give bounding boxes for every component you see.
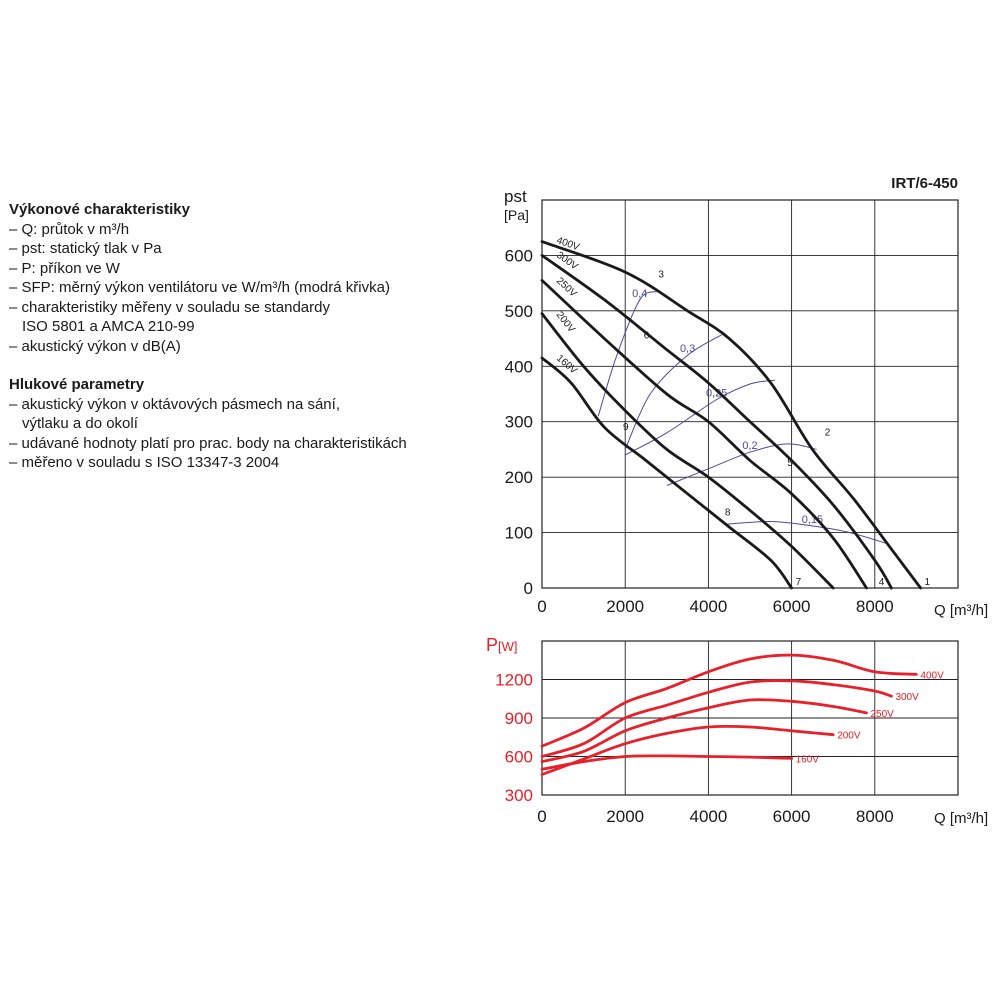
y-axis-unit: [W] [498, 639, 518, 654]
operating-point-label: 1 [925, 577, 931, 588]
x-tick-label: 8000 [856, 597, 894, 616]
power-curve-label: 300V [895, 692, 919, 703]
fan-curve [540, 240, 922, 590]
y-tick-label: 100 [505, 524, 533, 543]
power-curve [540, 653, 918, 748]
legend-notes: Výkonové charakteristiky – Q: průtok v m… [9, 200, 479, 473]
notes-item: – charakteristiky měřeny v souladu se st… [9, 298, 330, 316]
notes-item: – udávané hodnoty platí pro prac. body n… [9, 434, 407, 452]
x-tick-label: 4000 [689, 807, 727, 826]
y-axis-unit: [Pa] [504, 207, 529, 223]
notes-item: – SFP: měrný výkon ventilátoru ve W/m³/h… [9, 279, 390, 296]
notes-item: – měřeno v souladu s ISO 13347-3 2004 [9, 454, 280, 471]
x-tick-label: 6000 [773, 597, 811, 616]
operating-point-label: 5 [787, 458, 793, 469]
fan-curve [540, 356, 793, 590]
y-tick-label: 300 [505, 413, 533, 432]
chart-title: IRT/6-450 [891, 175, 958, 192]
x-tick-label: 0 [537, 597, 546, 616]
notes-section1-title: Výkonové charakteristiky [9, 201, 190, 218]
x-axis-label: Q [m³/h] [934, 810, 988, 827]
x-tick-label: 2000 [606, 597, 644, 616]
notes-item: – Q: průtok v m³/h [9, 220, 130, 238]
fan-curve [540, 312, 835, 590]
y-tick-label: 0 [524, 579, 533, 598]
y-tick-label: 400 [505, 357, 533, 376]
power-chart: 0 2000 4000 6000 8000 300 600 900 1200 P [W] Q [m³/… [486, 635, 988, 827]
x-tick-label: 0 [537, 807, 546, 826]
sfp-label: 0,4 [632, 288, 647, 300]
operating-point-label: 2 [825, 427, 831, 438]
fan-curve [540, 279, 868, 590]
sfp-curve [624, 332, 726, 450]
power-curve-label: 200V [837, 731, 861, 742]
sfp-label: 0,3 [680, 343, 695, 355]
plot-frame [541, 199, 959, 589]
power-curve [540, 698, 868, 763]
operating-point-label: 6 [644, 330, 650, 341]
notes-item: – akustický výkon v oktávových pásmech n… [9, 395, 340, 413]
operating-point-label: 8 [725, 508, 731, 519]
notes-item: ISO 5801 a AMCA 210-99 [22, 318, 195, 335]
power-curve [540, 679, 893, 758]
x-axis-label: Q [m³/h] [934, 602, 988, 619]
sfp-curve [666, 443, 817, 486]
power-curve [540, 754, 793, 771]
power-curve-label: 250V [870, 709, 894, 720]
x-tick-label: 4000 [689, 597, 727, 616]
operating-point-label: 4 [879, 577, 885, 588]
y-tick-label: 600 [505, 246, 533, 265]
y-tick-label: 1200 [495, 671, 533, 690]
y-tick-label: 600 [505, 748, 533, 767]
y-tick-label: 900 [505, 709, 533, 728]
y-tick-label: 500 [505, 302, 533, 321]
operating-point-label: 9 [623, 422, 629, 433]
sfp-label: 0,15 [802, 514, 823, 526]
y-axis-label: pst [504, 187, 527, 206]
notes-item: výtlaku a do okolí [22, 415, 138, 432]
x-tick-label: 6000 [773, 807, 811, 826]
x-tick-label: 8000 [856, 807, 894, 826]
sfp-curve [724, 520, 888, 545]
power-curve-label: 160V [796, 754, 820, 765]
operating-point-label: 7 [796, 577, 802, 588]
x-tick-label: 2000 [606, 807, 644, 826]
sfp-label: 0,2 [742, 440, 757, 452]
power-curve-label: 400V [920, 670, 944, 681]
pressure-chart: 0 2000 4000 6000 8000 0 100 200 300 400 500 600 IRT/… [504, 175, 988, 619]
notes-item: – P: příkon ve W [9, 259, 120, 277]
notes-item: – akustický výkon v dB(A) [9, 337, 181, 355]
y-axis-label: P [486, 635, 498, 655]
power-curve [540, 724, 835, 776]
y-tick-label: 200 [505, 468, 533, 487]
y-tick-label: 300 [505, 786, 533, 805]
fan-curve [540, 254, 893, 590]
notes-section2-title: Hlukové parametry [9, 376, 145, 393]
notes-item: – pst: statický tlak v Pa [9, 240, 162, 257]
sfp-curve [624, 379, 776, 456]
operating-point-label: 3 [658, 269, 664, 280]
